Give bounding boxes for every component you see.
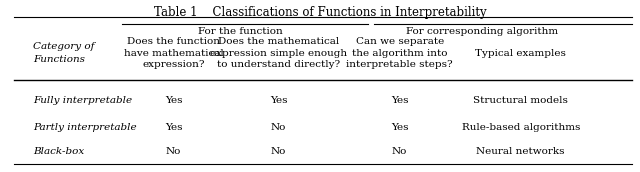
Text: Category of
Functions: Category of Functions (33, 42, 95, 64)
Text: Rule-based algorithms: Rule-based algorithms (461, 123, 580, 132)
Text: Partly interpretable: Partly interpretable (33, 123, 137, 132)
Text: Structural models: Structural models (474, 96, 568, 105)
Text: Typical examples: Typical examples (476, 49, 566, 57)
Text: Table 1    Classifications of Functions in Interpretability: Table 1 Classifications of Functions in … (154, 7, 486, 19)
Text: Can we separate
the algorithm into
interpretable steps?: Can we separate the algorithm into inter… (346, 37, 453, 69)
Text: Does the function
have mathematical
expression?: Does the function have mathematical expr… (124, 37, 223, 69)
Text: Fully interpretable: Fully interpretable (33, 96, 132, 105)
Text: Yes: Yes (164, 123, 182, 132)
Text: For corresponding algorithm: For corresponding algorithm (406, 27, 559, 36)
Text: No: No (271, 123, 286, 132)
Text: No: No (392, 147, 407, 156)
Text: Does the mathematical
expression simple enough
to understand directly?: Does the mathematical expression simple … (210, 37, 347, 69)
Text: Yes: Yes (391, 96, 408, 105)
Text: Yes: Yes (270, 96, 287, 105)
Text: Black-box: Black-box (33, 147, 84, 156)
Text: No: No (271, 147, 286, 156)
Text: No: No (166, 147, 181, 156)
Text: Yes: Yes (391, 123, 408, 132)
Text: For the function: For the function (198, 27, 283, 36)
Text: Yes: Yes (164, 96, 182, 105)
Text: Neural networks: Neural networks (476, 147, 565, 156)
